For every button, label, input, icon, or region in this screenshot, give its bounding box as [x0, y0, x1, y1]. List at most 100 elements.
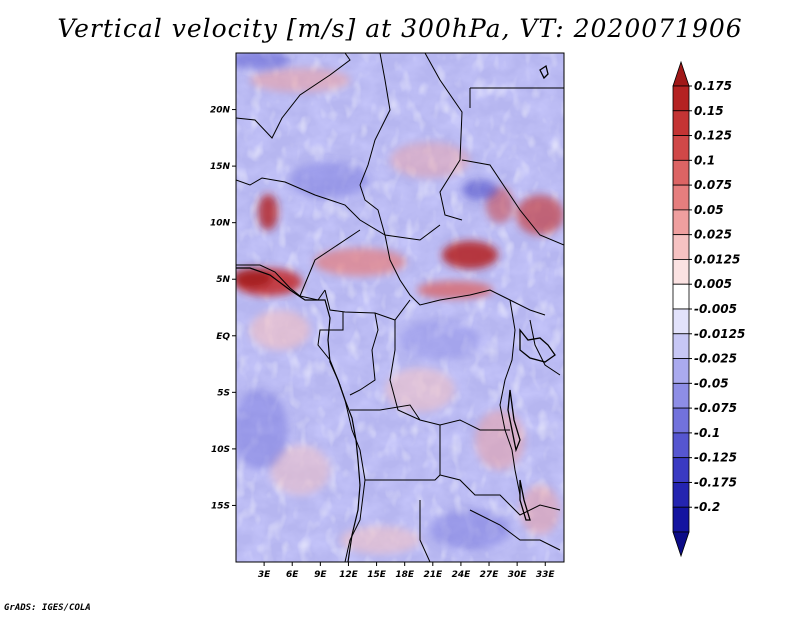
map-plot-area — [236, 53, 564, 562]
border-line — [419, 500, 431, 562]
colorbar-label: 0.1 — [694, 153, 715, 167]
colorbar-box — [672, 234, 690, 260]
border-line — [349, 312, 379, 396]
x-tick-label: 30E — [508, 570, 528, 580]
ascent-patch — [340, 526, 420, 554]
ascent-patch — [520, 485, 560, 535]
x-tick-label: 9E — [314, 570, 327, 580]
colorbar-bottom-triangle — [672, 531, 690, 558]
colorbar-box — [672, 333, 690, 359]
border-line — [344, 479, 366, 562]
descent-patch — [290, 162, 370, 198]
y-tick-label: EQ — [216, 332, 230, 342]
descent-patch — [430, 510, 510, 550]
colorbar-box — [672, 159, 690, 186]
colorbar-box — [672, 308, 690, 335]
colorbar-label: -0.1 — [694, 426, 720, 440]
y-axis: 20N 15N 10N 5N EQ 5S 10S 15S — [210, 106, 236, 511]
colorbar-top-triangle — [672, 60, 690, 87]
border-line — [384, 234, 546, 316]
x-tick-label: 15E — [367, 570, 387, 580]
lake — [519, 328, 556, 363]
map-frame — [235, 52, 565, 563]
colorbar-box — [672, 382, 690, 409]
colorbar-label: 0.15 — [694, 104, 724, 118]
lake — [507, 389, 521, 453]
x-tick-label: 3E — [258, 570, 271, 580]
colorbar-box — [672, 85, 690, 112]
descent-patch — [236, 390, 288, 470]
x-tick-label: 24E — [452, 570, 472, 580]
colorbar-label: 0.0125 — [694, 252, 740, 266]
x-tick-label: 33E — [536, 570, 556, 580]
colorbar-label: 0.025 — [694, 228, 732, 242]
y-tick-label: 5N — [216, 275, 230, 285]
ascent-patch — [516, 195, 564, 235]
ascent-patch — [250, 310, 310, 350]
y-tick-label: 10S — [211, 445, 230, 455]
colorbar-box — [672, 407, 690, 434]
border-line — [439, 425, 561, 516]
descent-patch — [400, 320, 480, 360]
ascent-patch — [236, 268, 272, 288]
y-tick-label: 5S — [217, 388, 230, 398]
x-tick-label: 21E — [423, 570, 443, 580]
border-line — [529, 319, 561, 376]
colorbar-box — [672, 135, 690, 161]
border-line — [461, 159, 564, 246]
colorbar-box — [672, 482, 690, 508]
border-line — [350, 404, 421, 421]
colorbar-label: -0.0125 — [694, 327, 745, 341]
colorbar-label: -0.05 — [694, 376, 729, 390]
x-tick-label: 27E — [480, 570, 500, 580]
colorbar-label: 0.125 — [694, 129, 732, 143]
border-line — [359, 184, 386, 236]
descent-patch — [462, 180, 498, 200]
colorbar-label: -0.175 — [694, 475, 737, 489]
colorbar-box — [672, 358, 690, 384]
border-line — [365, 474, 441, 481]
ascent-patch — [270, 445, 330, 495]
colorbar-box — [672, 209, 690, 236]
colorbar: 0.175 0.15 0.125 0.1 0.075 0.05 0.025 0.0125 0.0… — [672, 60, 745, 558]
page-title: Vertical velocity [m/s] at 300hPa, VT: 2… — [57, 14, 743, 43]
ascent-patch — [385, 368, 455, 412]
colorbar-box — [672, 432, 690, 459]
border-line — [499, 299, 516, 431]
colorbar-box — [672, 506, 690, 533]
ascent-patch — [475, 410, 525, 470]
y-tick-label: 15S — [211, 501, 230, 511]
border-line — [359, 53, 391, 186]
colorbar-label: 0.005 — [694, 277, 732, 291]
ascent-patch — [314, 248, 406, 276]
border-line — [324, 289, 411, 321]
lake — [519, 479, 531, 521]
colorbar-label: -0.005 — [694, 302, 737, 316]
descent-patch — [236, 53, 290, 70]
colorbar-box — [672, 457, 690, 483]
y-tick-label: 20N — [210, 106, 231, 116]
colorbar-box — [672, 110, 690, 136]
grads-credit: GrADS: IGES/COLA — [4, 603, 91, 613]
coastline — [236, 267, 361, 562]
colorbar-label: -0.2 — [694, 500, 720, 514]
colorbar-box — [672, 283, 690, 310]
descent-patches — [236, 53, 510, 550]
colorbar-box — [672, 184, 690, 211]
x-tick-label: 12E — [339, 570, 359, 580]
colorbar-label: 0.075 — [694, 178, 732, 192]
border-line — [504, 429, 521, 496]
ascent-patch — [258, 194, 278, 230]
x-tick-label: 18E — [395, 570, 415, 580]
country-borders — [236, 53, 564, 562]
border-line — [236, 177, 441, 241]
border-line — [469, 509, 561, 551]
colorbar-label: -0.125 — [694, 451, 737, 465]
x-axis: 3E 6E 9E 12E 15E 18E 21E 24E 27E 30E 33E — [258, 562, 556, 580]
border-line — [236, 53, 351, 139]
ascent-patch — [442, 241, 498, 269]
ascent-patch — [250, 68, 350, 92]
y-tick-label: 15N — [210, 162, 231, 172]
colorbar-box — [672, 259, 690, 285]
